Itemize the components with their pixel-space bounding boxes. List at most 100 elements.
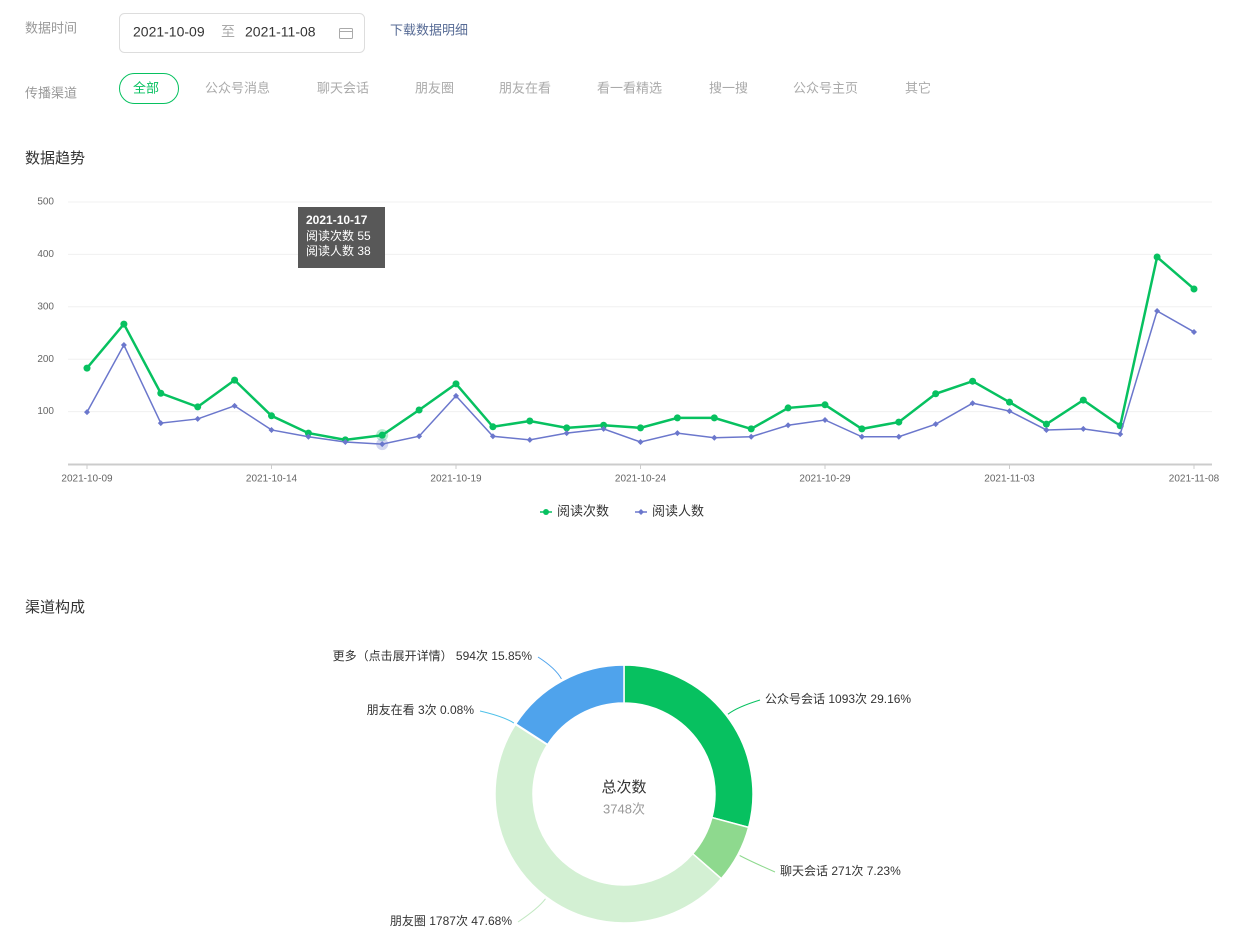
legend-marker (543, 509, 549, 515)
active-tab-pill (119, 73, 179, 104)
date-separator: 至 (221, 24, 235, 40)
point (120, 342, 127, 349)
channel-tab[interactable]: 搜一搜 (709, 80, 748, 95)
slice-name: 更多（点击展开详情） (333, 648, 453, 663)
point (1006, 398, 1013, 406)
point (305, 433, 312, 440)
slice-label: 聊天会话 271次 7.23% (780, 864, 901, 878)
point (453, 392, 459, 399)
point (1154, 307, 1161, 314)
series-line (86, 254, 1195, 442)
channel-tab[interactable]: 看一看精选 (597, 80, 662, 95)
y-tick-label: 300 (37, 301, 54, 312)
date-box[interactable] (119, 13, 365, 53)
slice-label: 朋友圈 1787次 47.68% (390, 914, 512, 928)
point (83, 364, 91, 372)
point (600, 421, 608, 429)
point (895, 433, 902, 440)
point (415, 406, 423, 414)
point (268, 412, 275, 420)
section-title: 渠道构成 (25, 599, 85, 616)
point (378, 431, 386, 439)
slice-label: 朋友在看 3次 0.08% (367, 703, 475, 717)
point (747, 425, 755, 433)
point (932, 421, 939, 428)
center-total: 3748次 (603, 801, 645, 816)
x-tick-label: 2021-10-24 (615, 474, 667, 485)
point (821, 401, 829, 409)
point (1153, 253, 1161, 261)
point (231, 376, 239, 384)
tooltip-series: 阅读人数 (306, 243, 354, 258)
point (157, 420, 164, 427)
tooltip-title: 2021-10-17 (306, 213, 368, 227)
x-tick-label: 2021-11-08 (1169, 474, 1220, 485)
legend-label[interactable]: 阅读人数 (652, 503, 704, 518)
slice-percent: 47.68% (471, 914, 512, 928)
channel-tab[interactable]: 其它 (905, 80, 931, 95)
legend-label[interactable]: 阅读次数 (557, 503, 609, 518)
slice-name: 聊天会话 (780, 864, 828, 878)
slice-label: 公众号会话 1093次 29.16% (765, 692, 911, 706)
point (563, 424, 571, 432)
y-tick-label: 100 (37, 406, 54, 417)
point (895, 418, 903, 426)
y-tick-label: 400 (37, 249, 54, 260)
point (84, 409, 90, 416)
point (637, 424, 644, 432)
y-tick-label: 200 (37, 354, 54, 365)
point (1117, 431, 1124, 438)
tooltip-row: 阅读人数 38 (306, 243, 371, 258)
point (416, 433, 423, 440)
point (784, 404, 792, 412)
date-label: 数据时间 (25, 20, 77, 35)
calendar-icon[interactable] (339, 28, 353, 39)
legend-marker (638, 509, 644, 515)
slice-percent: 15.85% (491, 649, 532, 663)
tooltip-value: 55 (357, 229, 371, 243)
x-tick-label: 2021-10-19 (430, 474, 482, 485)
donut-slice[interactable] (514, 664, 625, 746)
point (674, 430, 681, 437)
channel-tab[interactable]: 公众号主页 (793, 80, 858, 95)
point (489, 433, 496, 440)
point (268, 426, 275, 433)
slice-name: 公众号会话 (765, 692, 825, 706)
channel-tab[interactable]: 全部 (133, 80, 159, 95)
leader-line (479, 710, 515, 724)
slice-name: 朋友圈 (390, 914, 426, 928)
point (600, 425, 607, 432)
end-date[interactable]: 2021-11-08 (245, 24, 316, 40)
point (120, 320, 128, 328)
point (1079, 396, 1087, 404)
point (489, 423, 497, 431)
point (1080, 425, 1087, 432)
point (1043, 426, 1050, 433)
download-link[interactable]: 下载数据明细 (390, 22, 468, 37)
point (563, 430, 570, 437)
point (1006, 408, 1013, 415)
series-line (86, 309, 1195, 445)
center-title: 总次数 (601, 779, 646, 796)
channel-tab[interactable]: 朋友圈 (415, 80, 454, 95)
slice-percent: 29.16% (870, 692, 911, 706)
channel-tab[interactable]: 公众号消息 (205, 80, 270, 95)
point (858, 433, 865, 440)
point (231, 402, 238, 409)
start-date[interactable]: 2021-10-09 (133, 24, 205, 40)
point (379, 441, 386, 448)
channel-tab[interactable]: 聊天会话 (317, 80, 369, 95)
donut-slice[interactable] (494, 723, 723, 924)
x-tick-label: 2021-10-29 (799, 474, 851, 485)
leader-line (727, 699, 761, 715)
slice-count: 1093次 (828, 692, 867, 706)
point (710, 414, 718, 422)
point (1042, 420, 1050, 428)
point (304, 429, 312, 437)
tooltip-value: 38 (357, 244, 371, 258)
channel-tab[interactable]: 朋友在看 (499, 80, 551, 95)
x-tick-label: 2021-10-09 (61, 474, 113, 485)
slice-count: 271次 (831, 864, 863, 878)
point (637, 438, 644, 445)
